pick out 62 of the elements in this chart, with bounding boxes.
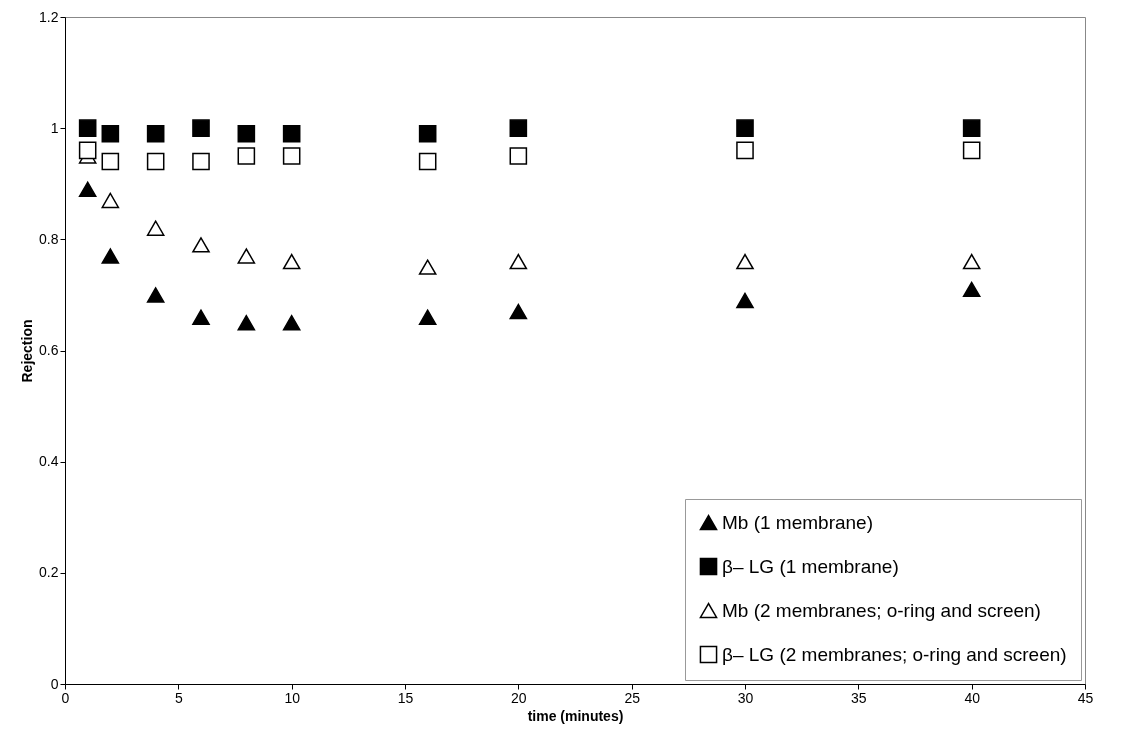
legend-label: Mb (1 membrane) <box>722 511 873 533</box>
point <box>78 181 97 198</box>
point <box>736 253 754 270</box>
point <box>282 253 301 270</box>
y-tick-label: 1 <box>50 119 59 136</box>
point <box>736 119 754 137</box>
x-axis-title: time (minutes) <box>527 707 624 724</box>
legend-label: β– LG (1 membrane) <box>722 555 899 577</box>
point <box>509 147 528 165</box>
point <box>101 152 120 171</box>
point <box>282 314 301 331</box>
point <box>78 141 97 160</box>
y-axis-title: Rejection <box>19 319 36 383</box>
point <box>509 303 528 320</box>
point <box>736 141 754 160</box>
legend-label: Mb (2 membranes; o-ring and screen) <box>722 599 1041 621</box>
point <box>962 119 981 137</box>
point <box>192 309 210 325</box>
point <box>78 119 97 137</box>
y-tick-label: 0.2 <box>39 564 59 581</box>
legend-label: β– LG (2 membranes; o-ring and screen) <box>722 643 1067 665</box>
x-tick-label: 40 <box>964 689 981 706</box>
y-tick-label: 1.2 <box>39 8 59 25</box>
x-tick-label: 35 <box>851 689 867 706</box>
point <box>418 259 437 275</box>
point <box>237 314 256 331</box>
x-tick-label: 25 <box>624 689 641 706</box>
y-tick-label: 0.4 <box>39 453 59 470</box>
x-tick-label: 0 <box>61 689 70 706</box>
point <box>418 124 437 143</box>
point <box>146 220 165 236</box>
point <box>282 147 301 165</box>
point <box>192 152 210 171</box>
point <box>192 237 210 253</box>
point <box>101 192 120 209</box>
x-tick-label: 45 <box>1077 689 1094 706</box>
point <box>282 124 301 143</box>
point <box>146 287 165 303</box>
y-tick-label: 0.8 <box>39 230 59 247</box>
x-tick-label: 20 <box>511 689 527 706</box>
point <box>146 152 165 171</box>
point <box>962 281 981 298</box>
point <box>509 253 528 270</box>
point <box>146 124 165 143</box>
point <box>418 309 437 325</box>
point <box>736 292 754 309</box>
x-tick-label: 30 <box>737 689 754 706</box>
point <box>101 124 120 143</box>
y-tick-label: 0.6 <box>39 342 59 358</box>
point <box>237 147 256 165</box>
x-tick-label: 10 <box>284 689 301 706</box>
y-tick-label: 0 <box>50 675 59 692</box>
point <box>101 248 120 264</box>
point <box>418 152 437 171</box>
point <box>962 253 981 270</box>
x-tick-label: 5 <box>174 689 183 706</box>
point <box>237 124 256 143</box>
x-tick-label: 15 <box>397 689 414 706</box>
point <box>237 248 256 264</box>
point <box>509 119 528 137</box>
point <box>192 119 210 137</box>
point <box>962 141 981 160</box>
